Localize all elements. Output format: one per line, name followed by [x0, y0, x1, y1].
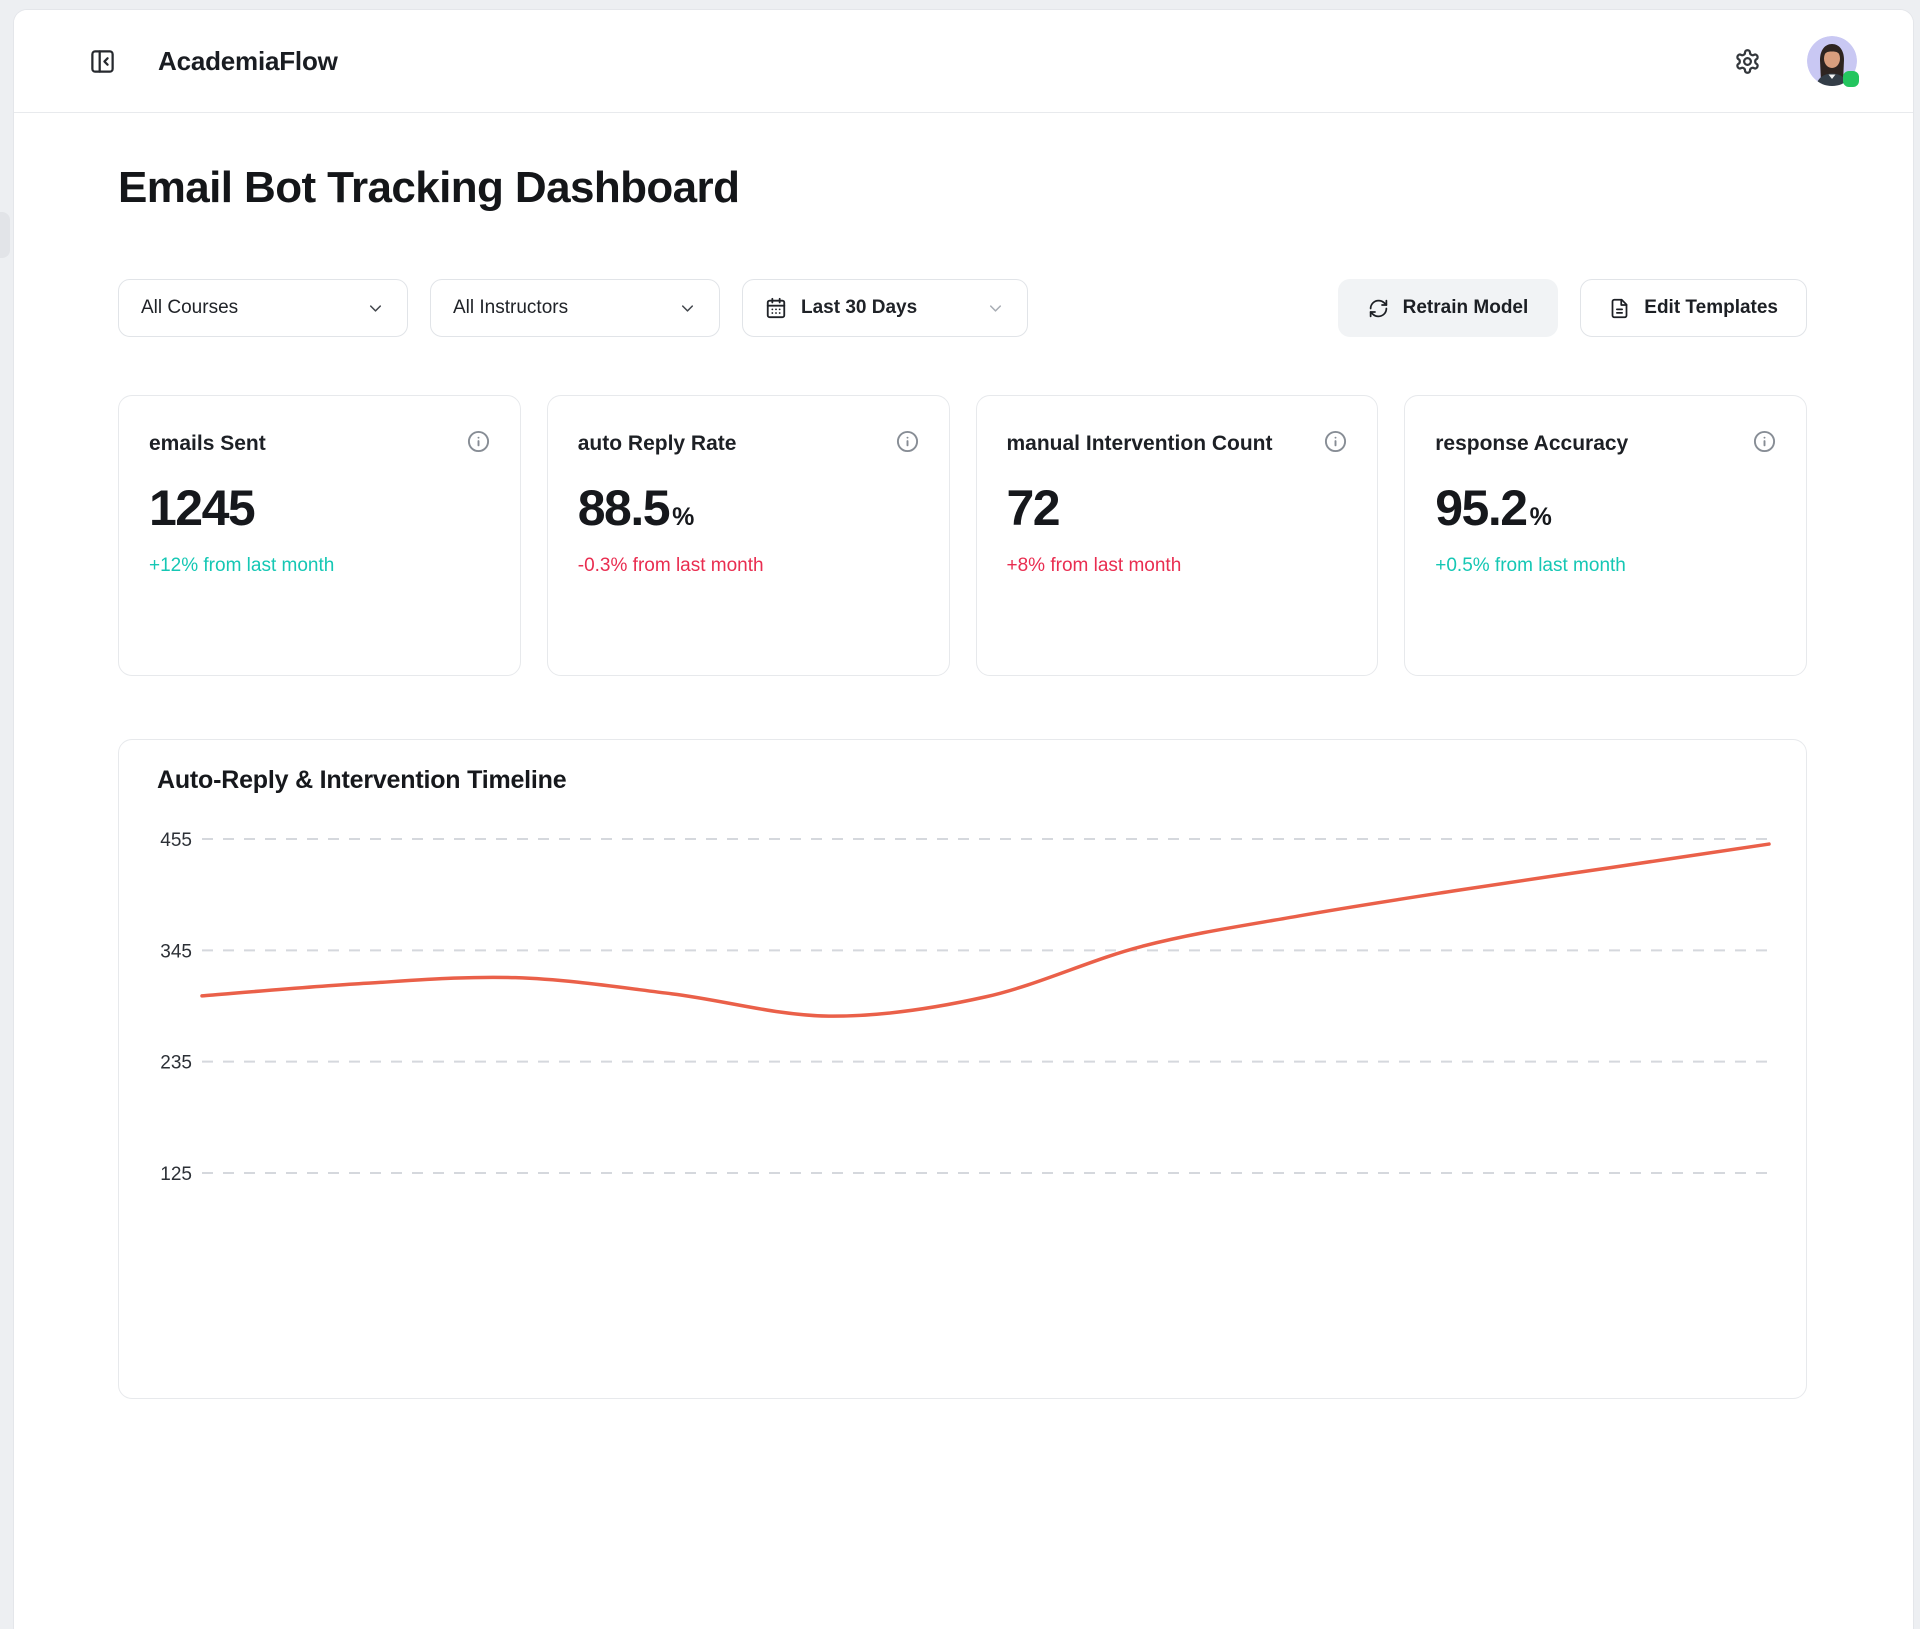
filter-group: All Courses All Instructors	[118, 279, 1028, 337]
user-avatar[interactable]	[1807, 36, 1859, 87]
stat-delta: -0.3% from last month	[577, 555, 764, 576]
timeline-chart-card: Auto-Reply & Intervention Timeline 455 34…	[118, 739, 1807, 1399]
file-text-icon	[1611, 298, 1628, 318]
chevron-down-icon	[681, 304, 694, 312]
stat-label: emails Sent	[149, 432, 266, 455]
stat-delta: +0.5% from last month	[1435, 555, 1626, 576]
edit-templates-label: Edit Templates	[1644, 297, 1778, 318]
courses-filter-dropdown[interactable]: All Courses	[118, 279, 408, 337]
stat-card-response-accuracy: response Accuracy 95.2% +0.5% from last …	[1404, 395, 1807, 676]
stat-card-manual-intervention: manual Intervention Count 72 +8% from la…	[975, 395, 1379, 676]
instructors-filter-dropdown[interactable]: All Instructors	[430, 279, 720, 337]
panel-left-close-icon	[91, 49, 114, 73]
svg-text:455: 455	[160, 830, 192, 851]
toolbar: All Courses All Instructors	[118, 279, 1807, 337]
stat-label: auto Reply Rate	[577, 432, 737, 455]
stat-delta: +12% from last month	[149, 555, 335, 576]
date-range-value: Last 30 Days	[801, 297, 918, 318]
top-bar: AcademiaFlow	[14, 10, 1913, 113]
retrain-model-button[interactable]: Retrain Model	[1337, 279, 1559, 337]
stat-value: 72	[1006, 480, 1061, 536]
stat-delta: +8% from last month	[1006, 555, 1182, 576]
app-window: AcademiaFlow E	[13, 9, 1914, 1629]
retrain-model-label: Retrain Model	[1402, 297, 1529, 318]
action-buttons: Retrain Model Edit Templates	[1337, 279, 1807, 337]
online-status-dot	[1843, 71, 1859, 87]
stat-value: 88.5%	[577, 480, 695, 536]
left-edge-accent	[0, 212, 10, 258]
info-icon[interactable]	[1324, 430, 1347, 453]
main-content: Email Bot Tracking Dashboard All Courses…	[14, 163, 1913, 1399]
stat-card-emails-sent: emails Sent 1245 +12% from last month	[118, 395, 521, 676]
settings-button[interactable]	[1734, 48, 1761, 75]
calendar-icon	[766, 297, 786, 319]
timeline-line-chart[interactable]: 455 345 235 125	[157, 813, 1778, 1283]
sidebar-collapse-button[interactable]	[89, 48, 116, 75]
stat-card-auto-reply-rate: auto Reply Rate 88.5% -0.3% from last mo…	[546, 395, 950, 676]
svg-text:235: 235	[160, 1053, 192, 1074]
stat-label: manual Intervention Count	[1006, 432, 1273, 455]
info-icon[interactable]	[1753, 430, 1776, 453]
svg-text:125: 125	[160, 1164, 192, 1185]
refresh-icon	[1369, 299, 1387, 317]
svg-text:345: 345	[160, 941, 192, 962]
courses-filter-value: All Courses	[141, 297, 239, 318]
instructors-filter-value: All Instructors	[453, 297, 569, 318]
date-range-dropdown[interactable]: Last 30 Days	[742, 279, 1028, 337]
chevron-down-icon	[989, 304, 1002, 312]
page-title: Email Bot Tracking Dashboard	[118, 163, 740, 212]
stat-value: 95.2%	[1435, 480, 1552, 536]
chart-title: Auto-Reply & Intervention Timeline	[157, 766, 567, 794]
stat-value: 1245	[149, 480, 256, 536]
stat-cards: emails Sent 1245 +12% from last month au…	[118, 395, 1807, 676]
stat-label: response Accuracy	[1435, 432, 1629, 455]
gear-icon	[1736, 48, 1759, 74]
info-icon[interactable]	[896, 430, 919, 453]
chevron-down-icon	[369, 304, 382, 312]
brand-title: AcademiaFlow	[158, 45, 338, 76]
info-icon[interactable]	[467, 430, 490, 453]
edit-templates-button[interactable]: Edit Templates	[1580, 279, 1807, 337]
